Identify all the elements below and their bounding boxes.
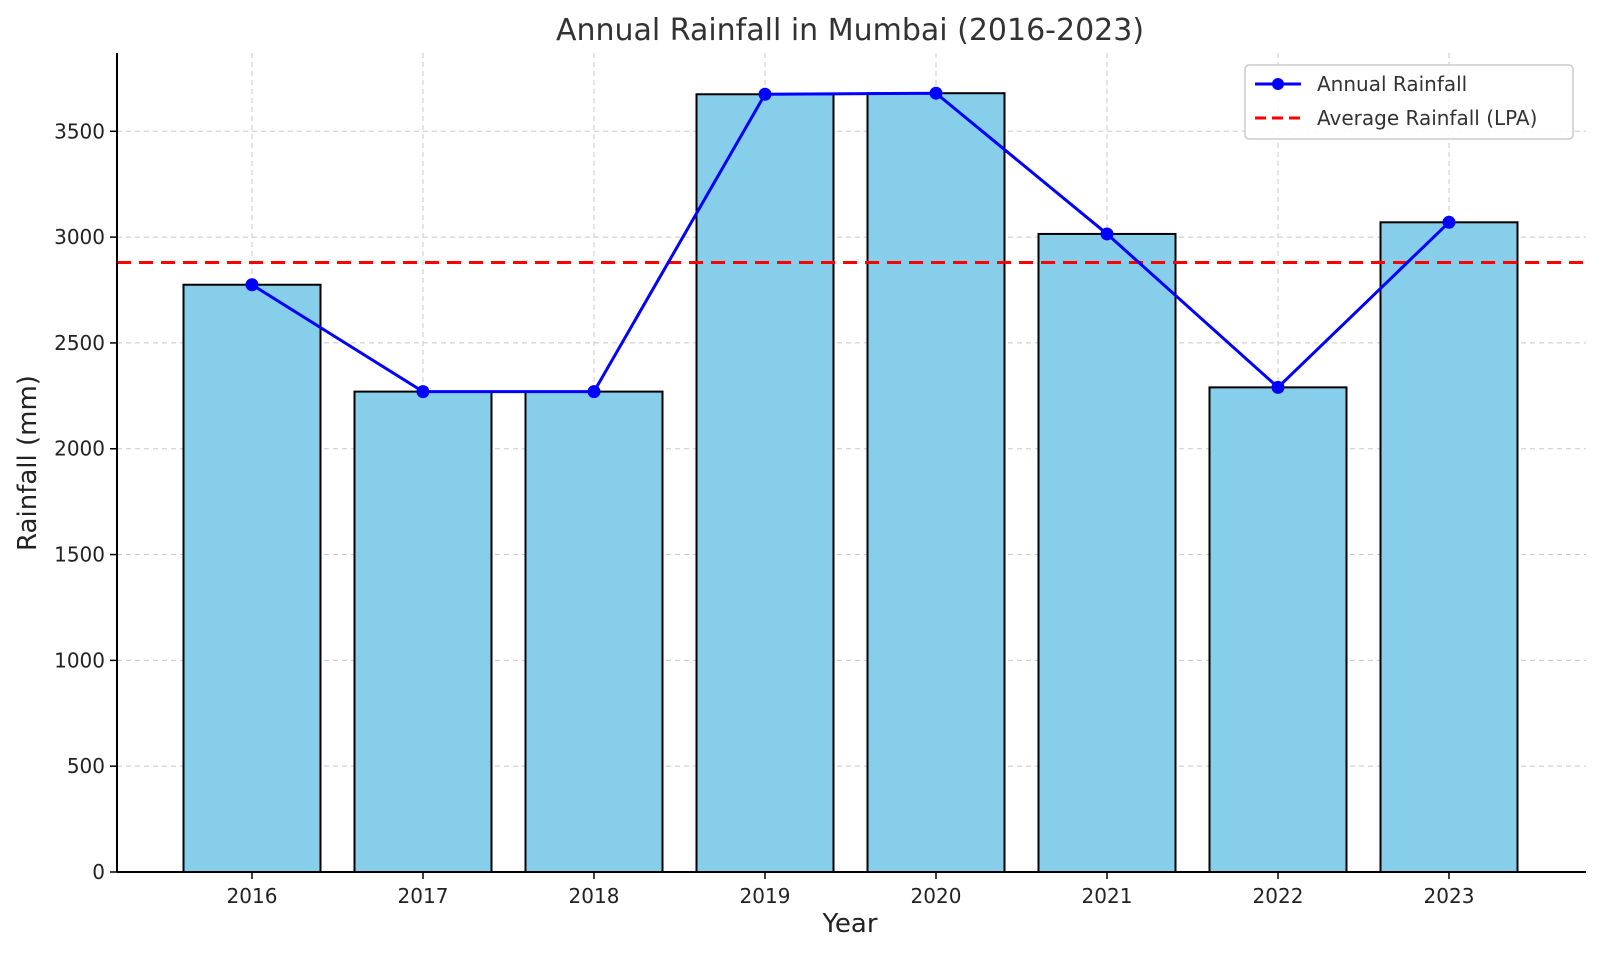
legend-box — [1244, 64, 1574, 140]
bar-2020 — [866, 92, 1006, 874]
series-line-group — [245, 86, 1456, 399]
point-2020 — [929, 86, 943, 100]
x-ticks: 2016 2017 2018 2019 2020 2021 2022 2023 — [227, 872, 1475, 908]
point-2017 — [416, 385, 430, 399]
axes — [116, 53, 1586, 873]
y-tick-label: 2500 — [54, 331, 105, 355]
bar-2022 — [1208, 386, 1348, 873]
y-axis-label: Rainfall (mm) — [13, 375, 43, 551]
point-2019 — [758, 87, 772, 101]
x-tick-label: 2017 — [398, 884, 449, 908]
y-tick-label: 3500 — [54, 119, 105, 143]
bar-2019 — [695, 93, 835, 873]
legend-label-annual: Annual Rainfall — [1317, 72, 1467, 96]
legend-marker-sample — [1272, 78, 1284, 90]
y-tick-label: 1000 — [54, 648, 105, 672]
x-tick-label: 2016 — [227, 884, 278, 908]
x-tick-label: 2021 — [1082, 884, 1133, 908]
bar-2023 — [1379, 221, 1519, 874]
bar-2018 — [524, 390, 664, 873]
x-tick-label: 2019 — [740, 884, 791, 908]
point-2016 — [245, 278, 259, 292]
bar-2016 — [182, 283, 322, 873]
point-2021 — [1100, 227, 1114, 241]
series-line — [251, 91, 1451, 394]
legend: Annual Rainfall Average Rainfall (LPA) — [1244, 64, 1574, 140]
x-axis-label: Year — [821, 909, 877, 939]
bar-2021 — [1037, 232, 1177, 874]
point-2022 — [1271, 380, 1285, 394]
chart-title: Annual Rainfall in Mumbai (2016-2023) — [556, 13, 1144, 48]
y-tick-label: 2000 — [54, 437, 105, 461]
y-tick-label: 3000 — [54, 225, 105, 249]
bar-2017 — [353, 390, 493, 873]
x-tick-label: 2018 — [569, 884, 620, 908]
grid — [117, 53, 1586, 872]
point-2018 — [587, 385, 601, 399]
x-tick-label: 2022 — [1253, 884, 1304, 908]
x-tick-label: 2020 — [911, 884, 962, 908]
x-tick-label: 2023 — [1424, 884, 1475, 908]
legend-label-average: Average Rainfall (LPA) — [1317, 106, 1537, 130]
point-2023 — [1442, 215, 1456, 229]
y-ticks: 0 500 1000 1500 2000 2500 3000 3500 — [54, 119, 117, 884]
bars — [182, 92, 1519, 874]
y-tick-label: 1500 — [54, 543, 105, 567]
y-tick-label: 500 — [67, 754, 105, 778]
y-tick-label: 0 — [92, 860, 105, 884]
